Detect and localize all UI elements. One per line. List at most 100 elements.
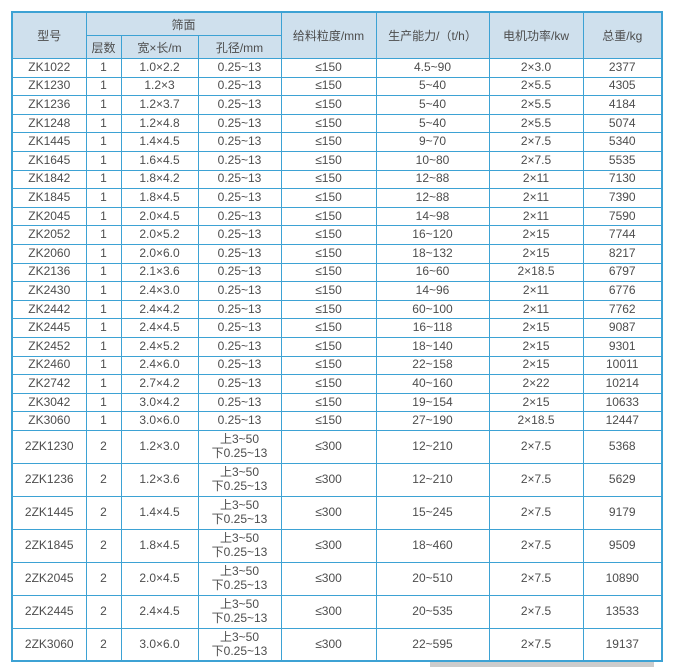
col-header-size: 宽×长/m — [120, 35, 199, 59]
table-row: 2ZK1230 2 1.2×3.0 上3~50 下0.25~13 ≤300 12~210 2… — [11, 429, 663, 464]
cell-aperture: 0.25~13 — [197, 76, 282, 97]
cell-aperture: 0.25~13 — [197, 188, 282, 208]
cell-aperture: 0.25~13 — [197, 355, 282, 376]
cell-layers: 2 — [85, 429, 122, 464]
cell-capacity: 18~460 — [375, 528, 490, 563]
table-row: ZK2136 1 2.1×3.6 0.25~13 ≤150 16~60 2×18.5 6797 — [11, 262, 663, 283]
cell-power: 2×7.5 — [488, 495, 584, 530]
table-row: ZK3042 1 3.0×4.2 0.25~13 ≤150 19~154 2×15 10633 — [11, 392, 663, 413]
cell-capacity: 9~70 — [375, 132, 490, 152]
cell-feed: ≤150 — [280, 411, 377, 431]
cell-model: 2ZK2045 — [11, 561, 87, 596]
table-row: 2ZK1845 2 1.8×4.5 上3~50 下0.25~13 ≤300 18~460 2… — [11, 528, 663, 563]
cell-weight: 9179 — [582, 495, 663, 530]
cell-aperture: 上3~50 下0.25~13 — [197, 561, 282, 596]
cell-weight: 5535 — [582, 150, 663, 171]
cell-model: ZK1230 — [11, 76, 87, 97]
cell-weight: 5340 — [582, 132, 663, 152]
cell-layers: 1 — [85, 95, 122, 115]
cell-capacity: 15~245 — [375, 495, 490, 530]
table-row: ZK2445 1 2.4×4.5 0.25~13 ≤150 16~118 2×15 9087 — [11, 318, 663, 338]
cell-feed: ≤150 — [280, 299, 377, 320]
col-header-screen-surface: 筛面 — [85, 11, 282, 36]
table-row: ZK2442 1 2.4×4.2 0.25~13 ≤150 60~100 2×11 7762 — [11, 299, 663, 320]
table-row: 2ZK3060 2 3.0×6.0 上3~50 下0.25~13 ≤300 22~595 2… — [11, 627, 663, 662]
cell-layers: 1 — [85, 299, 122, 320]
table-row: ZK1236 1 1.2×3.7 0.25~13 ≤150 5~40 2×5.5 4184 — [11, 95, 663, 115]
cell-feed: ≤300 — [280, 594, 377, 629]
cell-feed: ≤150 — [280, 336, 377, 357]
cell-aperture: 0.25~13 — [197, 318, 282, 338]
cell-power: 2×11 — [488, 281, 584, 301]
cell-size: 1.0×2.2 — [120, 58, 199, 78]
cell-size: 1.2×3.7 — [120, 95, 199, 115]
cell-power: 2×5.5 — [488, 76, 584, 97]
cell-size: 1.8×4.2 — [120, 169, 199, 190]
cell-model: ZK2136 — [11, 262, 87, 283]
cell-size: 3.0×6.0 — [120, 411, 199, 431]
cell-capacity: 20~535 — [375, 594, 490, 629]
cell-model: 2ZK3060 — [11, 627, 87, 662]
cell-feed: ≤150 — [280, 76, 377, 97]
cell-capacity: 22~595 — [375, 627, 490, 662]
cell-size: 1.4×4.5 — [120, 495, 199, 530]
cell-layers: 2 — [85, 462, 122, 497]
table-row: 2ZK1236 2 1.2×3.6 上3~50 下0.25~13 ≤300 12~210 2… — [11, 462, 663, 497]
cell-model: ZK1445 — [11, 132, 87, 152]
cell-weight: 10633 — [582, 392, 663, 413]
cell-layers: 1 — [85, 206, 122, 227]
cell-size: 1.2×3.6 — [120, 462, 199, 497]
cell-capacity: 14~96 — [375, 281, 490, 301]
table-row: ZK2430 1 2.4×3.0 0.25~13 ≤150 14~96 2×11 6776 — [11, 281, 663, 301]
table-row: ZK2742 1 2.7×4.2 0.25~13 ≤150 40~160 2×22 10214 — [11, 374, 663, 394]
cell-power: 2×5.5 — [488, 95, 584, 115]
table-row: ZK1248 1 1.2×4.8 0.25~13 ≤150 5~40 2×5.5 5074 — [11, 113, 663, 134]
cell-aperture: 0.25~13 — [197, 243, 282, 264]
table-row: ZK2460 1 2.4×6.0 0.25~13 ≤150 22~158 2×15 10011 — [11, 355, 663, 376]
cell-model: ZK3060 — [11, 411, 87, 431]
cell-capacity: 5~40 — [375, 95, 490, 115]
cell-weight: 7762 — [582, 299, 663, 320]
cell-weight: 12447 — [582, 411, 663, 431]
cell-layers: 1 — [85, 392, 122, 413]
cell-capacity: 16~118 — [375, 318, 490, 338]
cell-weight: 9301 — [582, 336, 663, 357]
cell-capacity: 12~88 — [375, 169, 490, 190]
col-header-layers: 层数 — [85, 35, 122, 59]
table-header: 型号 筛面 给料粒度/mm 生产能力/（t/h） 电机功率/kw 总重/kg 层… — [11, 11, 663, 59]
cell-model: ZK2060 — [11, 243, 87, 264]
cell-capacity: 18~140 — [375, 336, 490, 357]
col-header-feed-size: 给料粒度/mm — [280, 11, 377, 59]
cell-size: 1.8×4.5 — [120, 188, 199, 208]
cell-capacity: 18~132 — [375, 243, 490, 264]
cell-power: 2×15 — [488, 355, 584, 376]
col-header-capacity: 生产能力/（t/h） — [375, 11, 490, 59]
cell-aperture: 上3~50 下0.25~13 — [197, 594, 282, 629]
cell-model: 2ZK1445 — [11, 495, 87, 530]
cell-model: ZK3042 — [11, 392, 87, 413]
cell-layers: 1 — [85, 225, 122, 245]
cell-aperture: 上3~50 下0.25~13 — [197, 627, 282, 662]
cell-weight: 2377 — [582, 58, 663, 78]
cell-model: ZK1842 — [11, 169, 87, 190]
cell-aperture: 0.25~13 — [197, 169, 282, 190]
cell-feed: ≤150 — [280, 113, 377, 134]
cell-capacity: 19~154 — [375, 392, 490, 413]
cell-aperture: 0.25~13 — [197, 262, 282, 283]
cell-power: 2×22 — [488, 374, 584, 394]
cell-weight: 6797 — [582, 262, 663, 283]
cell-layers: 1 — [85, 243, 122, 264]
cell-model: ZK1236 — [11, 95, 87, 115]
cell-capacity: 27~190 — [375, 411, 490, 431]
cell-power: 2×3.0 — [488, 58, 584, 78]
cell-model: ZK2460 — [11, 355, 87, 376]
cell-capacity: 14~98 — [375, 206, 490, 227]
cell-feed: ≤150 — [280, 225, 377, 245]
table-row: ZK2060 1 2.0×6.0 0.25~13 ≤150 18~132 2×15 8217 — [11, 243, 663, 264]
cell-size: 2.4×6.0 — [120, 355, 199, 376]
cell-model: 2ZK1845 — [11, 528, 87, 563]
cell-capacity: 4.5~90 — [375, 58, 490, 78]
cell-power: 2×11 — [488, 169, 584, 190]
cell-feed: ≤150 — [280, 58, 377, 78]
cell-layers: 1 — [85, 113, 122, 134]
